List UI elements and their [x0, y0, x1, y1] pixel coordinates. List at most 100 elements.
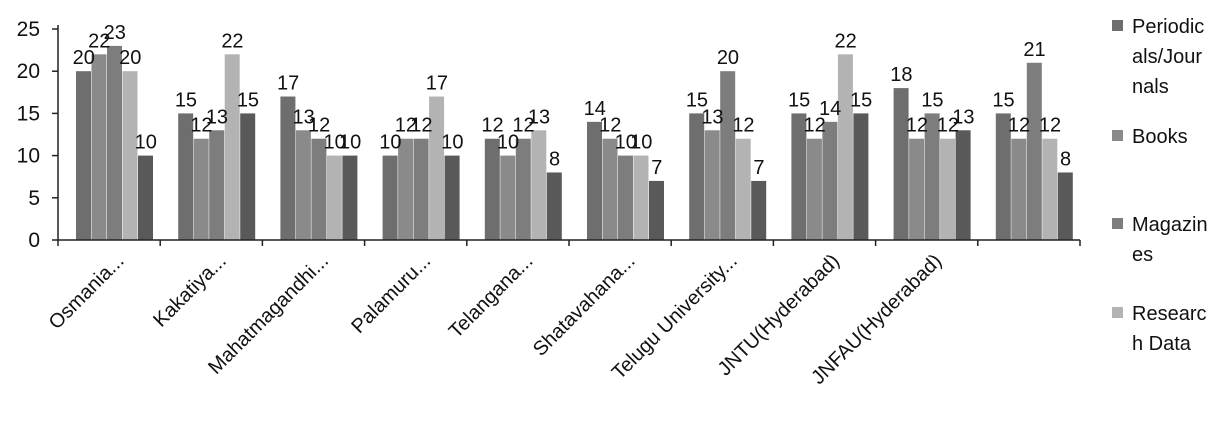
data-label: 12 [599, 115, 621, 137]
bar [735, 138, 751, 240]
legend-label: Periodic [1132, 16, 1204, 38]
data-label: 10 [379, 132, 401, 154]
bar [618, 155, 633, 240]
bar [531, 130, 547, 240]
data-label: 20 [717, 47, 739, 69]
bar [909, 138, 925, 240]
data-label: 10 [339, 132, 361, 154]
legend-label: nals [1132, 76, 1169, 98]
bar [704, 130, 720, 240]
bar [633, 155, 649, 240]
data-label: 12 [410, 115, 432, 137]
bar [91, 54, 107, 240]
legend-swatch [1112, 218, 1123, 229]
data-label: 13 [293, 106, 315, 128]
legend: Periodic als/Jour nals Books Magazin es Resear… [1112, 16, 1208, 355]
bar [837, 54, 853, 240]
bar [546, 172, 562, 240]
legend-swatch [1112, 20, 1123, 31]
legend-item: Periodic als/Jour nals [1112, 16, 1204, 98]
bar [924, 113, 940, 240]
data-label: 10 [324, 132, 346, 154]
bar [500, 155, 516, 240]
bar [342, 155, 358, 240]
bar [1057, 172, 1073, 240]
bar [444, 155, 460, 240]
data-label: 12 [937, 115, 959, 137]
data-label: 13 [701, 106, 723, 128]
data-label: 23 [104, 22, 126, 44]
legend-label: als/Jour [1132, 46, 1202, 68]
y-tick-label: 5 [28, 187, 40, 210]
bar [209, 130, 225, 240]
data-label: 10 [135, 132, 157, 154]
bar [311, 138, 327, 240]
y-tick-label: 0 [28, 229, 40, 252]
bar [751, 180, 767, 240]
data-label: 20 [73, 47, 95, 69]
y-tick-label: 25 [17, 18, 40, 41]
x-category-label: Shatavahana... [529, 250, 640, 361]
bar [429, 96, 445, 241]
data-label: 12 [732, 115, 754, 137]
bar [791, 113, 807, 240]
x-category-label: Palamuru... [347, 250, 435, 338]
data-label: 15 [850, 89, 872, 111]
bar [398, 138, 414, 240]
bar [1011, 138, 1027, 240]
legend-swatch [1112, 130, 1123, 141]
data-label: 13 [206, 106, 228, 128]
data-label: 22 [88, 30, 110, 52]
data-label: 10 [497, 132, 519, 154]
data-label: 13 [528, 106, 550, 128]
bar [382, 155, 398, 240]
bar [122, 71, 138, 240]
legend-label: Books [1132, 126, 1188, 148]
data-label: 12 [1039, 115, 1061, 137]
bar [940, 138, 956, 240]
bar [649, 180, 664, 240]
bar [806, 138, 822, 240]
bar [689, 113, 705, 240]
bar [515, 138, 531, 240]
data-label: 15 [788, 89, 810, 111]
bar [326, 155, 342, 240]
data-label: 22 [221, 30, 243, 52]
data-label: 18 [890, 64, 912, 86]
bar [224, 54, 240, 240]
data-label: 14 [819, 98, 841, 120]
bar [76, 71, 91, 240]
data-label: 15 [921, 89, 943, 111]
bar [995, 113, 1011, 240]
y-axis: 0 5 10 15 20 25 [17, 18, 59, 252]
x-category-label: Kakatiya... [149, 250, 231, 332]
bar [1026, 62, 1042, 241]
bar [295, 130, 311, 240]
data-label: 15 [686, 89, 708, 111]
data-label: 10 [630, 132, 652, 154]
bar [893, 88, 909, 240]
legend-label: h Data [1132, 333, 1192, 355]
bar [240, 113, 256, 240]
data-label: 12 [308, 115, 330, 137]
legend-label: Researc [1132, 303, 1206, 325]
data-label: 17 [277, 73, 299, 95]
data-label: 13 [952, 106, 974, 128]
bar [484, 138, 500, 240]
legend-label: Magazin [1132, 214, 1208, 236]
data-label: 8 [549, 148, 560, 170]
data-label: 21 [1023, 39, 1045, 61]
bar [193, 138, 209, 240]
x-axis: Osmania... Kakatiya...Mahatmagandhi... Pal… [45, 239, 1081, 389]
data-label: 10 [615, 132, 637, 154]
bar [413, 138, 429, 240]
y-tick-label: 20 [17, 60, 40, 83]
data-label: 10 [441, 132, 463, 154]
x-category-label: Telangana... [445, 250, 538, 343]
data-label: 7 [651, 157, 662, 179]
bar [955, 130, 971, 240]
bar [822, 121, 838, 240]
